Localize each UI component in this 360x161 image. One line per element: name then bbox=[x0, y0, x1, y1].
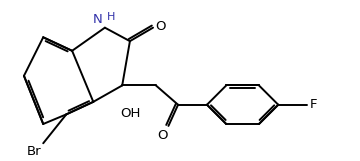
Text: N: N bbox=[93, 13, 103, 26]
Text: OH: OH bbox=[120, 107, 141, 120]
Text: Br: Br bbox=[27, 145, 41, 158]
Text: F: F bbox=[310, 98, 318, 111]
Text: O: O bbox=[157, 129, 168, 142]
Text: O: O bbox=[155, 20, 166, 33]
Text: H: H bbox=[107, 12, 115, 22]
